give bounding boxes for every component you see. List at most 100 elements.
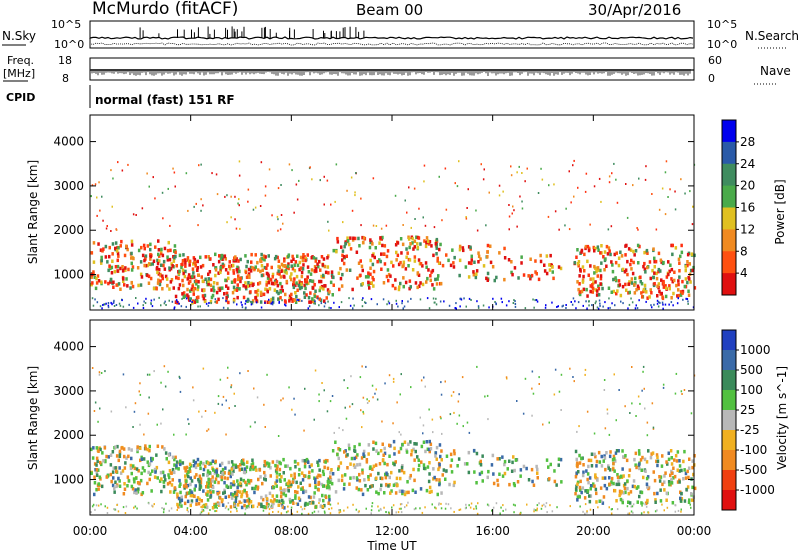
range-cell <box>304 286 307 291</box>
range-cell <box>428 449 431 454</box>
range-cell <box>250 301 254 305</box>
range-cell <box>583 496 587 500</box>
range-cell <box>318 279 321 284</box>
range-cell <box>343 509 345 512</box>
range-cell <box>411 268 415 272</box>
range-cell <box>554 368 557 371</box>
range-cell <box>372 224 375 227</box>
range-cell <box>445 454 449 458</box>
range-cell <box>615 278 618 283</box>
range-cell <box>259 475 262 479</box>
range-cell <box>599 302 601 305</box>
range-cell <box>133 466 137 471</box>
range-cell <box>184 469 187 473</box>
range-cell <box>349 247 353 251</box>
range-cell <box>472 273 476 277</box>
range-cell <box>161 274 164 278</box>
range-cell <box>362 240 365 245</box>
range-cell <box>569 505 571 508</box>
range-cell <box>279 486 282 490</box>
range-cell <box>371 384 374 387</box>
range-cell <box>136 481 140 485</box>
range-cell <box>120 446 123 450</box>
range-cell <box>201 294 205 298</box>
range-cell <box>444 167 447 170</box>
range-cell <box>212 285 215 289</box>
range-cell <box>577 287 580 292</box>
range-cell <box>650 291 653 295</box>
xtick-label: 12:00 <box>375 524 410 538</box>
range-cell <box>623 486 627 491</box>
range-cell <box>475 269 479 273</box>
range-cell <box>163 474 166 479</box>
range-cell <box>371 502 374 505</box>
range-cell <box>391 506 393 509</box>
range-cell <box>326 466 330 471</box>
range-cell <box>340 284 344 288</box>
range-cell <box>179 482 182 486</box>
range-cell <box>323 175 325 178</box>
range-cell <box>440 458 443 462</box>
range-cell <box>301 512 303 515</box>
range-cell <box>134 488 137 492</box>
range-cell <box>247 504 249 507</box>
range-cell <box>275 484 278 488</box>
range-cell <box>622 455 625 459</box>
range-cell <box>362 410 364 413</box>
range-cell <box>359 259 362 263</box>
range-cell <box>312 501 315 505</box>
range-cell <box>622 491 625 495</box>
range-cell <box>435 457 438 461</box>
range-cell <box>191 501 193 504</box>
range-cell <box>339 510 342 513</box>
range-cell <box>215 469 218 473</box>
range-cell <box>264 478 267 482</box>
range-cell <box>670 471 674 475</box>
range-cell <box>236 265 239 270</box>
range-cell <box>445 469 448 473</box>
range-cell <box>192 386 194 389</box>
range-cell <box>386 249 390 253</box>
range-cell <box>355 172 357 174</box>
range-cell <box>665 286 668 290</box>
range-cell <box>532 483 536 487</box>
range-cell <box>390 260 393 265</box>
range-cell <box>420 460 423 464</box>
range-cell <box>170 507 173 510</box>
range-cell <box>631 301 634 304</box>
range-cell <box>334 490 338 494</box>
range-cell <box>686 252 690 257</box>
range-cell <box>680 243 683 248</box>
range-cell <box>227 276 230 281</box>
range-cell <box>238 174 241 177</box>
range-cell <box>431 418 434 421</box>
range-cell <box>301 267 305 271</box>
range-cell <box>341 253 344 258</box>
range-cell <box>92 304 95 307</box>
range-cell <box>177 286 181 291</box>
range-cell <box>113 486 116 491</box>
range-cell <box>152 286 156 291</box>
range-cell <box>368 400 370 403</box>
range-cell <box>230 510 232 513</box>
range-cell <box>603 476 607 480</box>
range-cell <box>220 477 223 482</box>
range-cell <box>615 291 618 296</box>
range-cell <box>91 281 94 285</box>
range-cell <box>253 486 257 491</box>
range-cell <box>337 456 340 461</box>
range-cell <box>514 303 517 305</box>
range-cell <box>256 268 260 272</box>
range-cell <box>594 280 597 284</box>
range-cell <box>229 505 233 509</box>
range-cell <box>685 487 688 492</box>
range-cell <box>686 280 689 285</box>
range-cell <box>435 297 437 300</box>
range-cell <box>541 504 543 507</box>
range-cell <box>508 228 510 231</box>
range-cell <box>343 482 346 487</box>
range-cell <box>671 243 674 248</box>
range-cell <box>381 442 384 446</box>
nsky-tick-top: 10^5 <box>51 18 81 31</box>
range-cell <box>226 271 230 275</box>
